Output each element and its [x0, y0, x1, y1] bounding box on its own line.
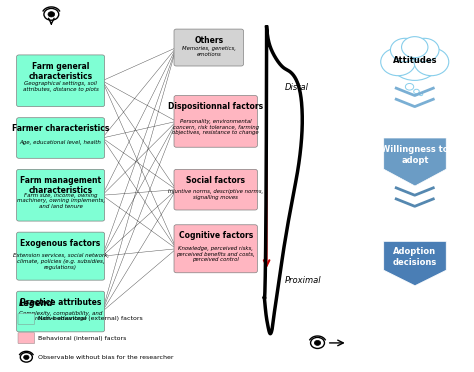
- FancyBboxPatch shape: [174, 96, 257, 147]
- FancyBboxPatch shape: [174, 169, 257, 210]
- Text: Memories, genetics,
emotions: Memories, genetics, emotions: [182, 46, 236, 57]
- FancyBboxPatch shape: [17, 291, 105, 332]
- Text: Non-behavioral (external) factors: Non-behavioral (external) factors: [38, 317, 143, 321]
- Text: Attitudes: Attitudes: [392, 56, 437, 65]
- Text: Farm size, income, owning
machinery, owning implements,
and land tenure: Farm size, income, owning machinery, own…: [17, 193, 105, 209]
- Circle shape: [381, 48, 415, 76]
- Polygon shape: [384, 241, 446, 286]
- Circle shape: [419, 93, 423, 96]
- Text: Willingness to
adopt: Willingness to adopt: [381, 145, 449, 164]
- Circle shape: [414, 48, 449, 76]
- Text: Legend: Legend: [19, 299, 54, 308]
- Text: Knowledge, perceived risks,
perceived benefits and costs,
perceived control: Knowledge, perceived risks, perceived be…: [176, 246, 255, 262]
- FancyBboxPatch shape: [174, 29, 244, 66]
- Text: Observable without bias for the researcher: Observable without bias for the research…: [38, 355, 174, 360]
- Text: Others: Others: [194, 36, 223, 45]
- Text: Personality, environmental
concern, risk tolerance, farming
objectives, resistan: Personality, environmental concern, risk…: [173, 119, 259, 135]
- FancyBboxPatch shape: [17, 55, 105, 107]
- Text: Cognitive factors: Cognitive factors: [179, 231, 253, 240]
- FancyBboxPatch shape: [18, 313, 35, 324]
- Text: Exogenous factors: Exogenous factors: [20, 239, 100, 248]
- Circle shape: [405, 83, 414, 90]
- Circle shape: [391, 38, 419, 62]
- Text: Dispositionnal factors: Dispositionnal factors: [168, 102, 263, 111]
- Text: Proximal: Proximal: [285, 276, 322, 285]
- FancyBboxPatch shape: [174, 225, 257, 273]
- Circle shape: [48, 12, 55, 17]
- Text: Geographical settings, soil
attributes, distance to plots: Geographical settings, soil attributes, …: [23, 81, 99, 92]
- Circle shape: [24, 355, 29, 359]
- Text: Social factors: Social factors: [186, 176, 245, 185]
- Text: Adoption
decisions: Adoption decisions: [393, 247, 437, 267]
- FancyBboxPatch shape: [17, 118, 105, 158]
- Text: Farm management
characteristics: Farm management characteristics: [20, 176, 101, 195]
- Text: Injuntive norms, descriptive norms,
signalling moves: Injuntive norms, descriptive norms, sign…: [168, 189, 263, 199]
- Text: Farm general
characteristics: Farm general characteristics: [28, 62, 92, 81]
- Circle shape: [401, 37, 428, 58]
- Text: Behavioral (internal) factors: Behavioral (internal) factors: [38, 336, 127, 341]
- Circle shape: [390, 41, 440, 80]
- FancyBboxPatch shape: [17, 232, 105, 280]
- FancyBboxPatch shape: [17, 169, 105, 221]
- Circle shape: [314, 340, 320, 346]
- Circle shape: [410, 38, 439, 62]
- FancyBboxPatch shape: [18, 333, 35, 344]
- Circle shape: [414, 89, 419, 94]
- Text: Distal: Distal: [285, 83, 309, 92]
- Polygon shape: [384, 138, 446, 186]
- Text: Age, educational level, health: Age, educational level, health: [19, 140, 101, 145]
- Text: Complexity, compatibility, and
relative advantage: Complexity, compatibility, and relative …: [19, 311, 102, 321]
- Text: Practice attributes: Practice attributes: [20, 298, 101, 307]
- Text: Extension services, social network,
climate, policies (e.g. subsidies,
regulatio: Extension services, social network, clim…: [12, 253, 109, 270]
- Text: Farmer characteristics: Farmer characteristics: [12, 124, 109, 133]
